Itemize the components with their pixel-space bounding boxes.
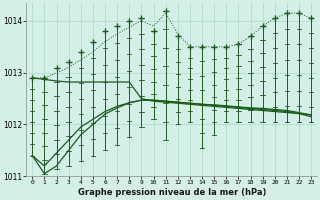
X-axis label: Graphe pression niveau de la mer (hPa): Graphe pression niveau de la mer (hPa)	[77, 188, 266, 197]
